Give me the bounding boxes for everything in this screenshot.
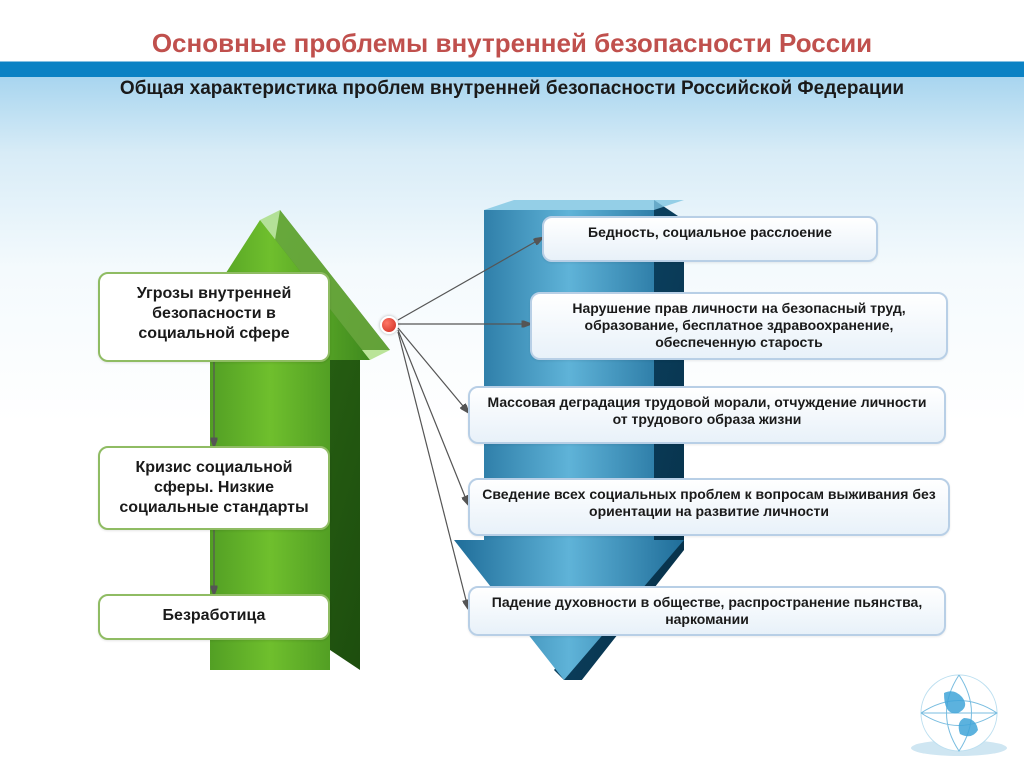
right-box-rights: Нарушение прав личности на безопасный тр…: [530, 292, 948, 360]
right-box-poverty: Бедность, социальное расслоение: [542, 216, 878, 262]
globe-icon: [904, 668, 1014, 758]
left-box-crisis: Кризис социальной сферы. Низкие социальн…: [98, 446, 330, 530]
left-box-threats: Угрозы внутренней безопасности в социаль…: [98, 272, 330, 362]
page-subtitle: Общая характеристика проблем внутренней …: [0, 77, 1024, 101]
right-box-survival: Сведение всех социальных проблем к вопро…: [468, 478, 950, 536]
diagram-area: Угрозы внутренней безопасности в социаль…: [0, 190, 1024, 750]
right-box-degradation: Массовая деградация трудовой морали, отч…: [468, 386, 946, 444]
left-box-unemployment: Безработица: [98, 594, 330, 640]
right-box-spirituality: Падение духовности в обществе, распростр…: [468, 586, 946, 636]
hub-dot: [380, 316, 398, 334]
page-title: Основные проблемы внутренней безопасност…: [0, 0, 1024, 59]
